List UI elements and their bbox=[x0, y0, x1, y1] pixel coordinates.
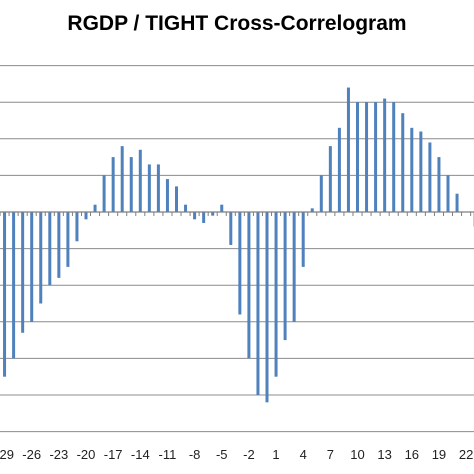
bar-lag-2 bbox=[283, 212, 287, 341]
bar-lag-19 bbox=[437, 157, 441, 212]
x-tick-label: 16 bbox=[405, 447, 419, 462]
bar-lag-16 bbox=[410, 127, 414, 212]
bar-lag--3 bbox=[238, 212, 242, 315]
bar-lag--29 bbox=[3, 212, 7, 377]
bar-series bbox=[3, 87, 474, 403]
x-tick-label: -23 bbox=[49, 447, 68, 462]
bar-lag--27 bbox=[21, 212, 25, 333]
bar-lag-11 bbox=[365, 102, 369, 212]
x-tick-label: -14 bbox=[131, 447, 150, 462]
bar-lag--9 bbox=[184, 204, 188, 212]
bar-lag--10 bbox=[175, 186, 178, 212]
bar-lag-18 bbox=[428, 142, 432, 212]
bar-lag-21 bbox=[455, 193, 459, 212]
bar-lag-6 bbox=[319, 175, 323, 212]
bar-lag-12 bbox=[374, 102, 378, 212]
bar-lag--23 bbox=[57, 212, 61, 278]
bar-lag--26 bbox=[30, 212, 34, 322]
bar-lag--21 bbox=[75, 212, 79, 242]
bar-lag-5 bbox=[310, 208, 314, 212]
bar-lag-8 bbox=[337, 127, 341, 212]
bar-lag-14 bbox=[392, 102, 396, 212]
bar-lag-3 bbox=[292, 212, 296, 322]
bar-lag--28 bbox=[12, 212, 16, 359]
bar-lag--8 bbox=[193, 212, 197, 220]
x-tick-labels: -29 -26 -23 -20 -17 -14 -11 -8 -5 -2 1 4 7 10 13 16 19 22… bbox=[0, 447, 473, 462]
x-tick-label: -17 bbox=[104, 447, 123, 462]
bar-lag--20 bbox=[84, 212, 88, 220]
bar-lag--6 bbox=[211, 212, 215, 216]
x-tick-label: 13 bbox=[377, 447, 391, 462]
chart-title: RGDP / TIGHT Cross-Correlogram bbox=[67, 12, 407, 35]
x-tick-label: 1 bbox=[272, 447, 279, 462]
bar-lag-20 bbox=[446, 175, 450, 212]
x-tick-label: 10 bbox=[350, 447, 364, 462]
x-tick-label: 7 bbox=[327, 447, 334, 462]
x-tick-label: -2 bbox=[243, 447, 255, 462]
bar-lag--14 bbox=[138, 149, 142, 212]
x-tick-label: -29 bbox=[0, 447, 14, 462]
x-tick-label: 22 bbox=[459, 447, 473, 462]
bar-lag-17 bbox=[419, 131, 423, 212]
bar-lag-9 bbox=[346, 87, 350, 212]
x-tick-label: -11 bbox=[159, 447, 177, 462]
bar-lag--4 bbox=[229, 212, 233, 245]
bar-lag-4 bbox=[301, 212, 305, 267]
bar-lag--11 bbox=[165, 179, 169, 212]
bar-lag--17 bbox=[111, 157, 115, 212]
bar-lag-7 bbox=[328, 146, 332, 212]
bar-lag--7 bbox=[202, 212, 206, 223]
bar-lag--25 bbox=[39, 212, 43, 304]
x-tick-label: 19 bbox=[432, 447, 446, 462]
bar-lag--5 bbox=[220, 204, 224, 212]
x-axis bbox=[0, 211, 474, 216]
bar-lag--19 bbox=[93, 204, 97, 212]
x-tick-label: 4 bbox=[300, 447, 307, 462]
bar-lag--22 bbox=[66, 212, 70, 267]
x-tick-label: -20 bbox=[77, 447, 96, 462]
x-tick-label: -5 bbox=[216, 447, 228, 462]
bar-lag--18 bbox=[102, 175, 106, 212]
bar-lag--24 bbox=[48, 212, 52, 286]
bar-lag--2 bbox=[247, 212, 251, 359]
bar-lag-13 bbox=[383, 98, 387, 212]
bar-lag--15 bbox=[129, 157, 133, 212]
bar-lag--12 bbox=[156, 164, 160, 212]
bar-lag--1 bbox=[256, 212, 260, 395]
bar-lag-10 bbox=[356, 102, 359, 212]
x-tick-label: -26 bbox=[22, 447, 41, 462]
bar-lag-1 bbox=[274, 212, 278, 377]
bar-lag-15 bbox=[401, 113, 405, 212]
bar-lag--16 bbox=[120, 146, 124, 212]
x-tick-label: -8 bbox=[189, 447, 201, 462]
bar-lag-0 bbox=[265, 212, 269, 403]
bar-lag--13 bbox=[147, 164, 151, 212]
